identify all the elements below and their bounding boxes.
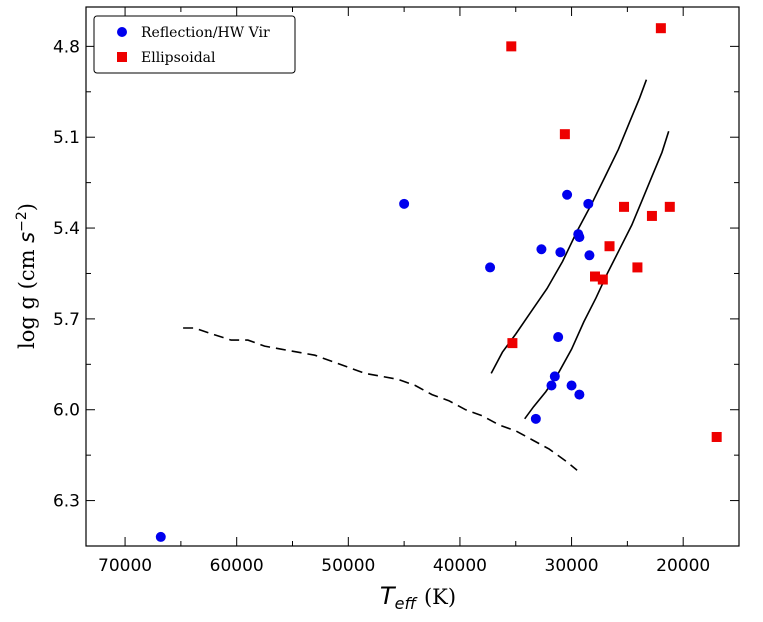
point-ellipsoidal xyxy=(604,241,615,252)
y-axis-label-close: ) xyxy=(15,203,39,211)
dashed-track xyxy=(183,327,578,471)
legend-label-reflection: Reflection/HW Vir xyxy=(141,25,270,41)
point-reflection xyxy=(485,262,496,273)
y-tick-label: 6.3 xyxy=(53,492,80,512)
x-axis-label-unit: (K) xyxy=(424,585,456,609)
point-reflection xyxy=(536,244,547,255)
y-tick-label: 5.1 xyxy=(53,128,80,148)
point-reflection xyxy=(546,380,557,391)
x-axis-label: Teff (K) xyxy=(380,582,456,613)
y-tick-label: 4.8 xyxy=(53,37,80,57)
y-axis-label-main: log g (cm xyxy=(15,243,39,349)
point-reflection xyxy=(399,198,410,209)
point-ellipsoidal xyxy=(506,41,517,52)
y-axis-label-exponent: −2 xyxy=(14,211,30,232)
x-axis-label-sub: eff xyxy=(395,594,419,613)
point-reflection xyxy=(583,198,594,209)
point-reflection xyxy=(584,250,595,261)
plot-area xyxy=(85,6,740,547)
y-axis-label: log g (cm s−2) xyxy=(14,203,39,349)
point-reflection xyxy=(555,247,566,258)
y-axis-label-s: s xyxy=(15,232,39,243)
y-tick-label: 5.4 xyxy=(53,219,80,239)
data-points xyxy=(155,23,722,542)
point-ellipsoidal xyxy=(655,23,666,34)
x-tick-label: 70000 xyxy=(98,556,152,576)
point-ellipsoidal xyxy=(619,201,630,212)
point-reflection xyxy=(574,389,585,400)
point-reflection xyxy=(155,531,166,542)
point-ellipsoidal xyxy=(507,338,518,349)
legend: Reflection/HW Vir Ellipsoidal xyxy=(93,15,296,74)
legend-marker-reflection xyxy=(117,27,127,37)
point-reflection xyxy=(549,371,560,382)
point-ellipsoidal xyxy=(590,271,601,282)
point-ellipsoidal xyxy=(711,431,722,442)
y-tick-label: 6.0 xyxy=(53,401,80,421)
legend-marker-ellipsoidal xyxy=(117,52,127,62)
point-ellipsoidal xyxy=(664,201,675,212)
point-ellipsoidal xyxy=(646,210,657,221)
axis-ticks: 70000 60000 50000 40000 30000 20000 4.8 5.1 5.4 5… xyxy=(53,7,739,576)
point-reflection xyxy=(553,332,564,343)
x-tick-label: 40000 xyxy=(433,556,487,576)
point-reflection xyxy=(562,189,573,200)
legend-label-ellipsoidal: Ellipsoidal xyxy=(141,50,216,66)
x-tick-label: 20000 xyxy=(656,556,710,576)
point-ellipsoidal xyxy=(597,274,608,285)
point-reflection xyxy=(566,380,577,391)
legend-box xyxy=(93,15,296,74)
point-ellipsoidal xyxy=(632,262,643,273)
y-tick-label: 5.7 xyxy=(53,310,80,330)
point-reflection xyxy=(574,232,585,243)
x-tick-label: 50000 xyxy=(321,556,375,576)
x-tick-label: 60000 xyxy=(210,556,264,576)
x-tick-label: 30000 xyxy=(545,556,599,576)
point-ellipsoidal xyxy=(559,129,570,140)
x-axis-label-main: T xyxy=(380,582,397,610)
point-reflection xyxy=(530,413,541,424)
